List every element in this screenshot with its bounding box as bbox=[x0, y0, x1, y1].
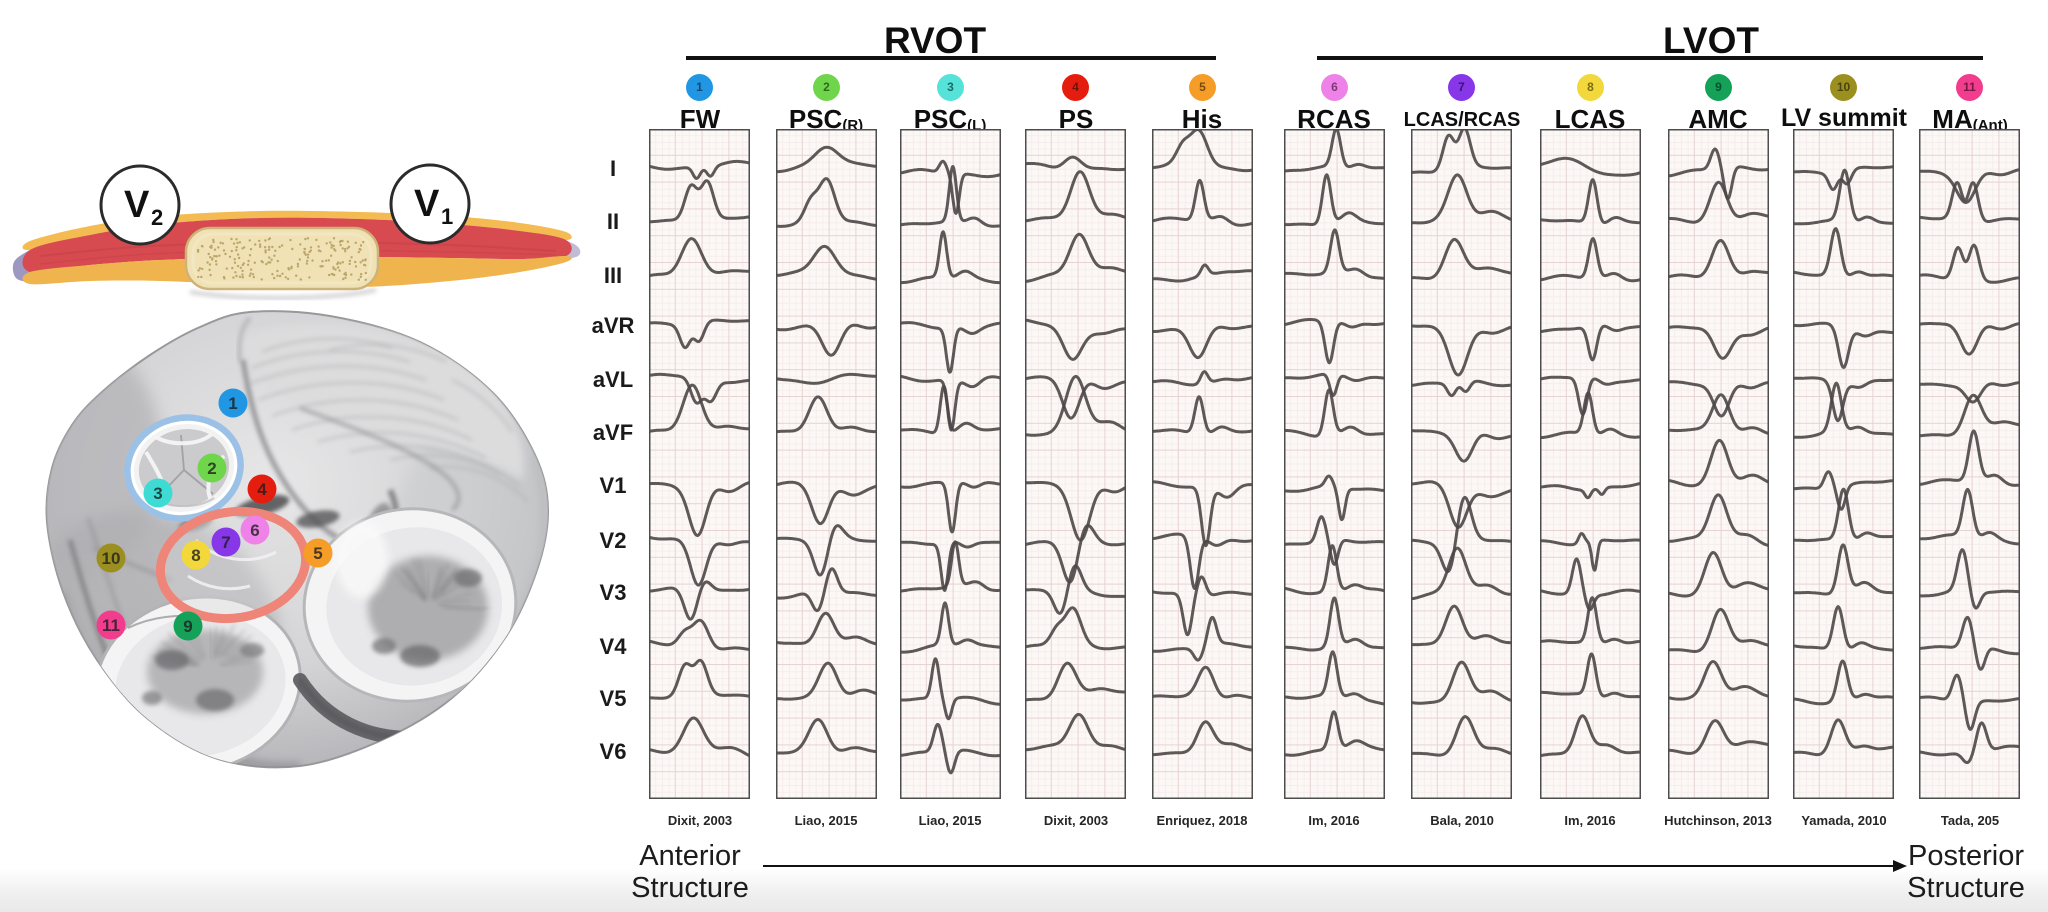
svg-text:7: 7 bbox=[221, 533, 230, 552]
svg-text:3: 3 bbox=[153, 484, 162, 503]
svg-text:4: 4 bbox=[257, 480, 267, 499]
svg-text:11: 11 bbox=[102, 616, 120, 635]
svg-text:2: 2 bbox=[207, 459, 216, 478]
svg-text:1: 1 bbox=[441, 204, 453, 229]
svg-text:5: 5 bbox=[313, 544, 322, 563]
svg-text:V: V bbox=[414, 183, 440, 225]
svg-text:10: 10 bbox=[102, 549, 121, 568]
svg-text:6: 6 bbox=[250, 521, 259, 540]
svg-text:1: 1 bbox=[228, 394, 237, 413]
svg-text:V: V bbox=[124, 184, 150, 226]
svg-text:2: 2 bbox=[151, 205, 163, 230]
svg-text:9: 9 bbox=[183, 617, 192, 636]
svg-text:8: 8 bbox=[191, 546, 200, 565]
